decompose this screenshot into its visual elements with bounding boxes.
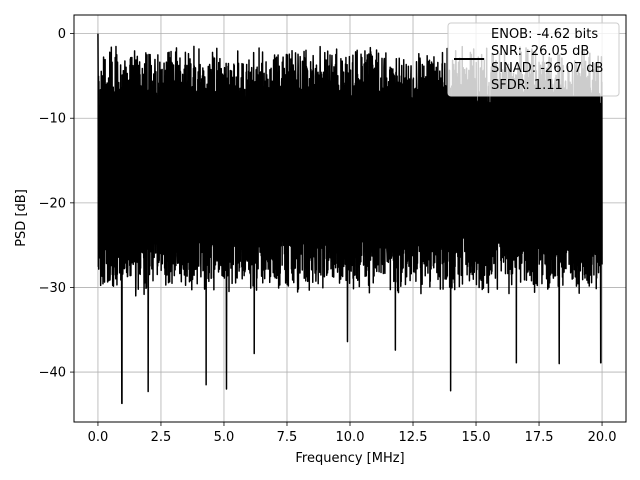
y-tick-label: −10	[39, 112, 66, 127]
x-axis-label: Frequency [MHz]	[295, 451, 404, 466]
x-tick-label: 20.0	[588, 430, 617, 445]
legend-snr: SNR: -26.05 dB	[491, 44, 589, 59]
x-tick-label: 17.5	[525, 430, 554, 445]
x-tick-label: 0.0	[88, 430, 109, 445]
legend-sfdr: SFDR: 1.11	[491, 78, 563, 93]
x-tick-label: 10.0	[336, 430, 365, 445]
x-tick-label: 7.5	[277, 430, 298, 445]
y-tick-label: −30	[39, 281, 66, 296]
x-tick-label: 2.5	[151, 430, 172, 445]
axis-ticks: 0.0 2.5 5.0 7.5 10.0 12.5 15.0 17.5 20.0 0 −10 −20 −…	[39, 27, 617, 445]
legend-sinad: SINAD: -26.07 dB	[491, 61, 603, 76]
legend-box	[447, 22, 620, 97]
x-tick-label: 15.0	[462, 430, 491, 445]
legend-enob: ENOB: -4.62 bits	[491, 27, 598, 42]
legend: ENOB: -4.62 bits SNR: -26.05 dB SINAD: -…	[447, 22, 620, 97]
y-tick-label: −40	[39, 366, 66, 381]
x-tick-label: 12.5	[399, 430, 428, 445]
y-tick-label: −20	[39, 196, 66, 211]
y-axis-label: PSD [dB]	[14, 189, 29, 247]
x-tick-label: 5.0	[214, 430, 235, 445]
y-tick-label: 0	[58, 27, 66, 42]
